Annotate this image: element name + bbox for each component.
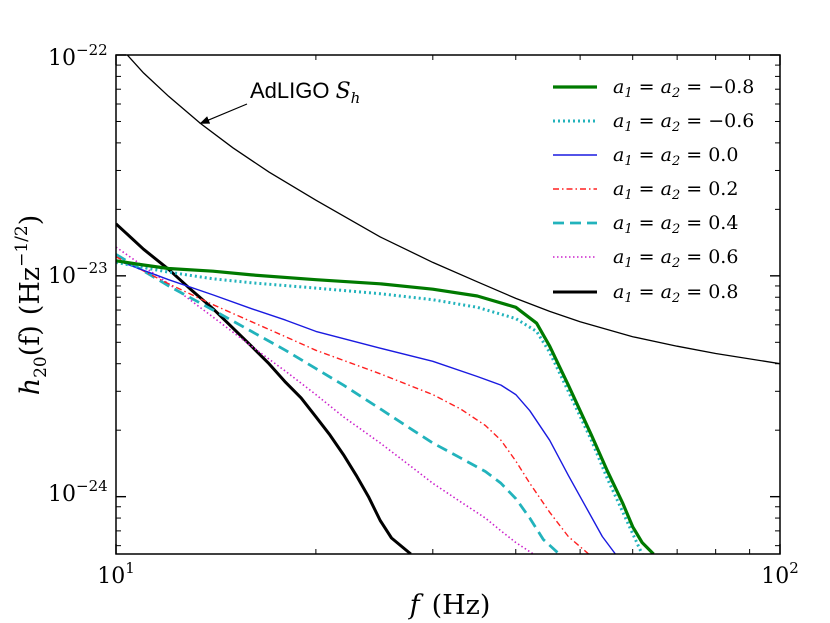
series-line (116, 259, 655, 554)
x-axis-label: f (Hz) (408, 590, 491, 621)
plot-frame (115, 54, 781, 555)
adligo-annotation: AdLIGO Sh (250, 78, 360, 107)
x-tick-label-100: 102 (761, 559, 799, 589)
series-line (116, 246, 534, 554)
series-line (116, 256, 590, 554)
legend: a1 = a2 = −0.8 a1 = a2 = −0.6 a1 = a2 = … (553, 76, 754, 306)
noise-curve-adligo (126, 55, 780, 365)
legend-label: a1 = a2 = −0.8 (613, 76, 754, 101)
legend-entry: a1 = a2 = 0.4 (553, 212, 738, 237)
y-axis-label: h20(f)(Hz−1/2) (12, 215, 51, 396)
series-line (116, 222, 412, 554)
legend-label: a1 = a2 = −0.6 (613, 110, 754, 135)
legend-label: a1 = a2 = 0.6 (613, 246, 738, 271)
legend-entry: a1 = a2 = 0.6 (553, 246, 738, 271)
legend-entry: a1 = a2 = −0.8 (553, 76, 754, 101)
minor-ticks (116, 55, 780, 554)
legend-entry: a1 = a2 = 0.2 (553, 178, 738, 203)
legend-label: a1 = a2 = 0.0 (613, 144, 738, 169)
annotation-arrow (199, 103, 248, 124)
plot-area (116, 55, 780, 554)
x-tick-label-10: 101 (97, 559, 135, 589)
legend-entry: a1 = a2 = 0.8 (553, 281, 738, 306)
series-line (116, 260, 644, 554)
legend-label: a1 = a2 = 0.8 (613, 281, 738, 306)
series-line (116, 253, 561, 554)
y-tick-label-1e-23: 10−23 (48, 259, 108, 289)
y-tick-label-1e-22: 10−22 (48, 41, 108, 71)
series-line (116, 259, 616, 554)
legend-entry: a1 = a2 = 0.0 (553, 144, 738, 169)
legend-label: a1 = a2 = 0.4 (613, 212, 738, 237)
legend-label: a1 = a2 = 0.2 (613, 178, 738, 203)
legend-entry: a1 = a2 = −0.6 (553, 110, 754, 135)
y-tick-label-1e-24: 10−24 (48, 477, 108, 507)
